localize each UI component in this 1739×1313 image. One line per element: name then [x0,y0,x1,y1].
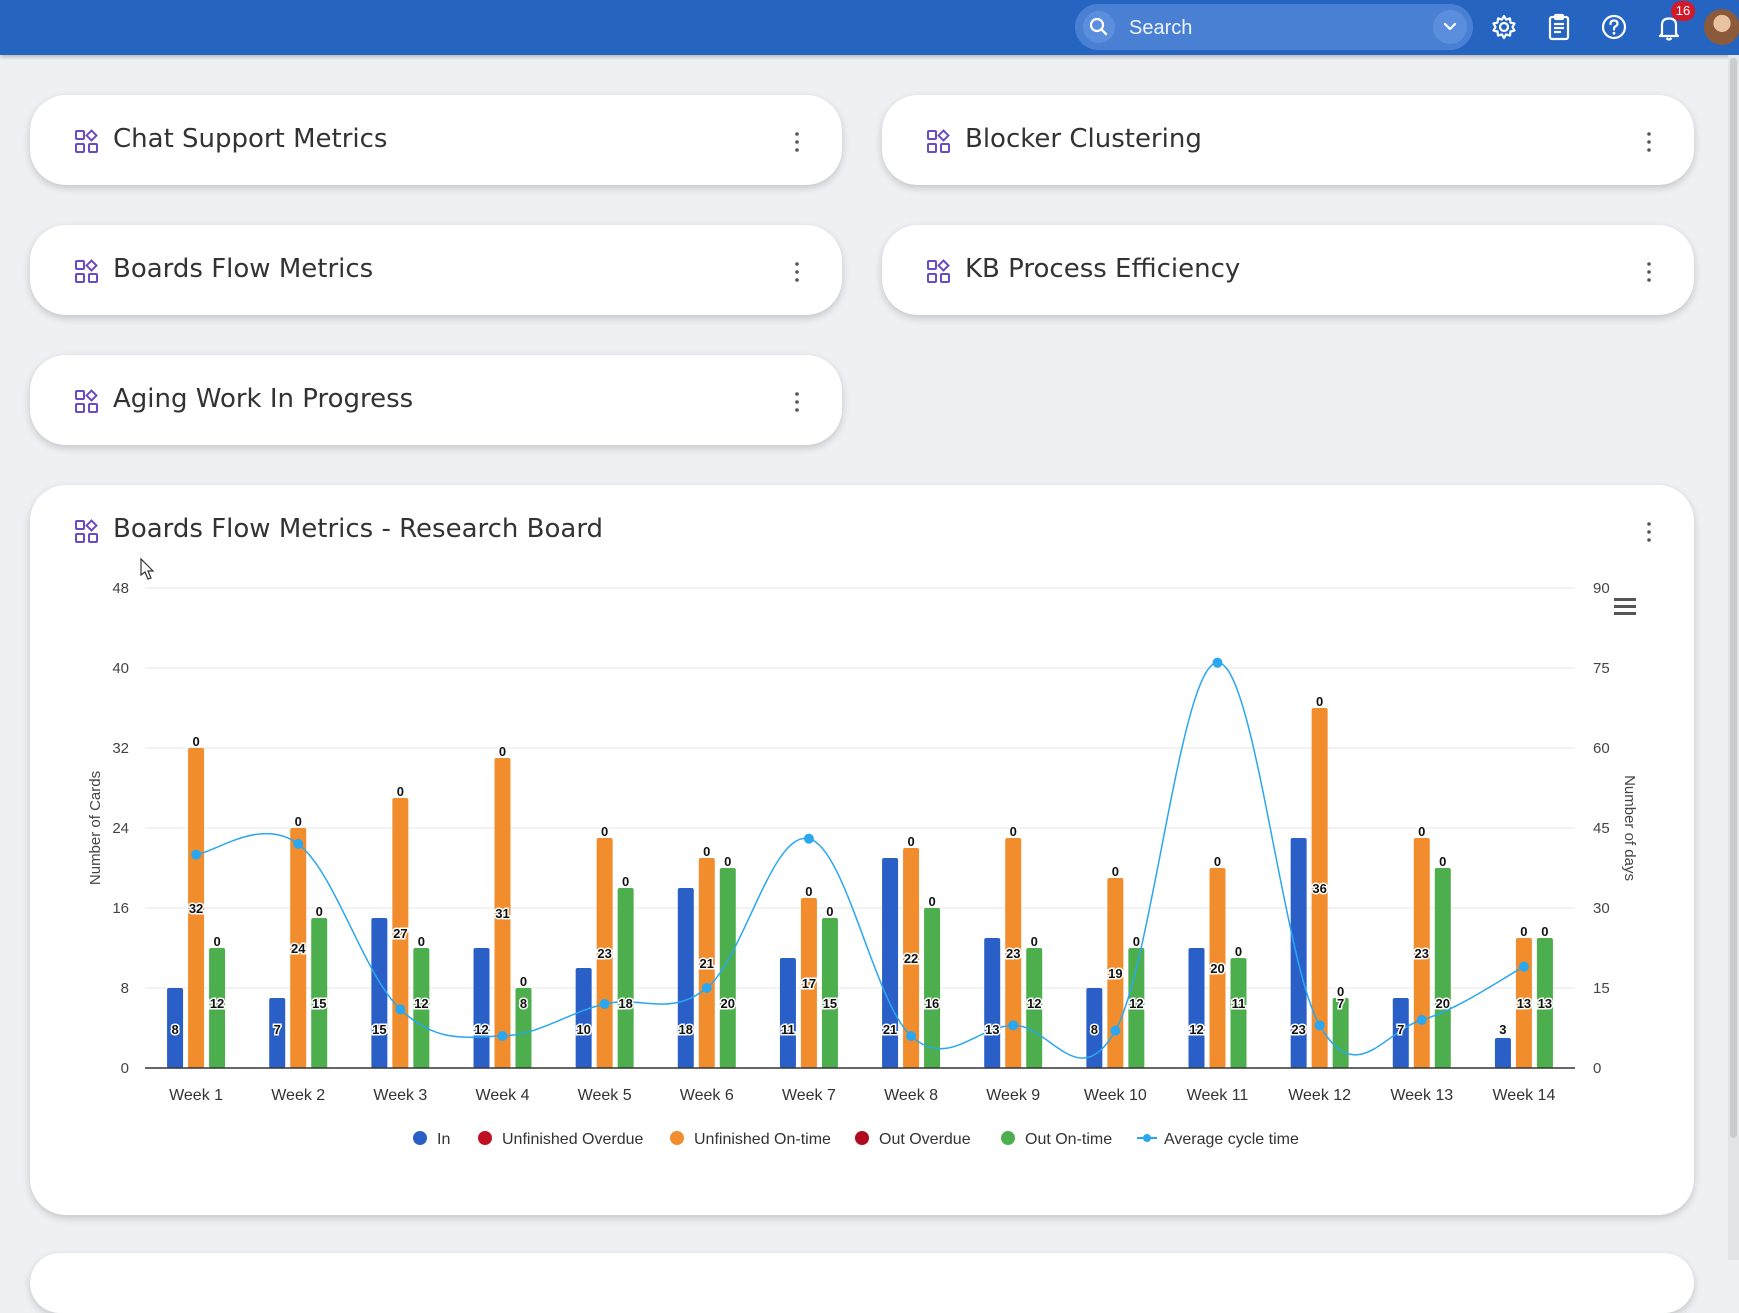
dashboard-tile[interactable]: Chat Support Metrics [30,95,842,185]
dashboard-widget-icon [75,129,98,153]
chart-widget: Boards Flow Metrics - Research Board [30,485,1694,1215]
notification-badge: 16 [1671,1,1695,21]
legend-item-label[interactable]: In [437,1131,450,1148]
tile-title: Boards Flow Metrics [113,254,374,284]
dashboard-widget-icon [927,129,950,153]
legend-item-label[interactable]: Out On-time [1025,1131,1112,1148]
next-widget-card [30,1253,1694,1313]
tile-title: KB Process Efficiency [965,254,1241,284]
tile-title: Aging Work In Progress [113,384,414,414]
chevron-down-icon[interactable] [1433,10,1467,44]
tile-title: Blocker Clustering [965,124,1202,154]
more-options-icon[interactable] [792,259,802,285]
more-options-icon[interactable] [1644,519,1654,545]
help-icon[interactable] [1597,10,1631,44]
more-options-icon[interactable] [792,389,802,415]
dashboard-widget-icon [927,259,950,283]
scrollbar-thumb[interactable] [1730,58,1737,1138]
dashboard-widget-icon [75,389,98,413]
search-box[interactable] [1075,4,1473,50]
gear-icon[interactable] [1487,10,1521,44]
legend-item-label[interactable]: Average cycle time [1164,1131,1299,1148]
chart-menu-icon[interactable] [1614,598,1636,615]
legend-item-label[interactable]: Unfinished On-time [694,1131,831,1148]
dashboard-tile[interactable]: Aging Work In Progress [30,355,842,445]
more-options-icon[interactable] [792,129,802,155]
bell-icon[interactable] [1652,10,1686,44]
more-options-icon[interactable] [1644,259,1654,285]
search-input[interactable] [1127,12,1411,44]
more-options-icon[interactable] [1644,129,1654,155]
dashboard-widget-icon [75,259,98,283]
dashboard-widget-icon [75,519,98,543]
tile-title: Chat Support Metrics [113,124,388,154]
dashboard-tile[interactable]: KB Process Efficiency [882,225,1694,315]
legend-item-label[interactable]: Out Overdue [879,1131,971,1148]
top-navigation-bar: 16 [0,0,1739,55]
dashboard-tile[interactable]: Blocker Clustering [882,95,1694,185]
chart-widget-title: Boards Flow Metrics - Research Board [113,514,604,544]
search-icon[interactable] [1083,11,1115,43]
legend-item-label[interactable]: Unfinished Overdue [502,1131,644,1148]
clipboard-icon[interactable] [1542,10,1576,44]
dashboard-tile[interactable]: Boards Flow Metrics [30,225,842,315]
avatar[interactable] [1704,9,1739,45]
